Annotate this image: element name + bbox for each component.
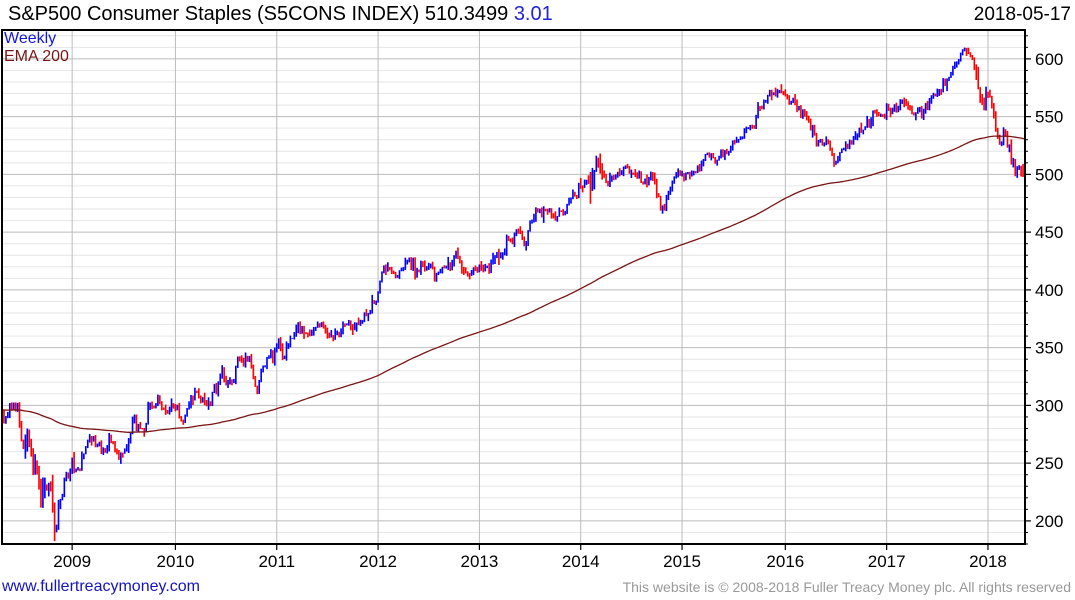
svg-text:250: 250 (1035, 454, 1063, 473)
svg-text:2012: 2012 (359, 552, 397, 571)
svg-text:2015: 2015 (663, 552, 701, 571)
svg-text:2018: 2018 (969, 552, 1007, 571)
svg-text:2014: 2014 (562, 552, 600, 571)
svg-text:2011: 2011 (258, 552, 295, 571)
svg-text:600: 600 (1035, 50, 1063, 69)
svg-text:200: 200 (1035, 512, 1063, 531)
svg-text:350: 350 (1035, 339, 1063, 358)
svg-text:2016: 2016 (766, 552, 804, 571)
svg-text:400: 400 (1035, 281, 1063, 300)
svg-text:550: 550 (1035, 108, 1063, 127)
svg-text:500: 500 (1035, 165, 1063, 184)
svg-text:2017: 2017 (868, 552, 906, 571)
svg-text:300: 300 (1035, 396, 1063, 415)
svg-text:2010: 2010 (157, 552, 195, 571)
svg-text:2013: 2013 (460, 552, 498, 571)
svg-text:450: 450 (1035, 223, 1063, 242)
svg-text:2009: 2009 (53, 552, 91, 571)
